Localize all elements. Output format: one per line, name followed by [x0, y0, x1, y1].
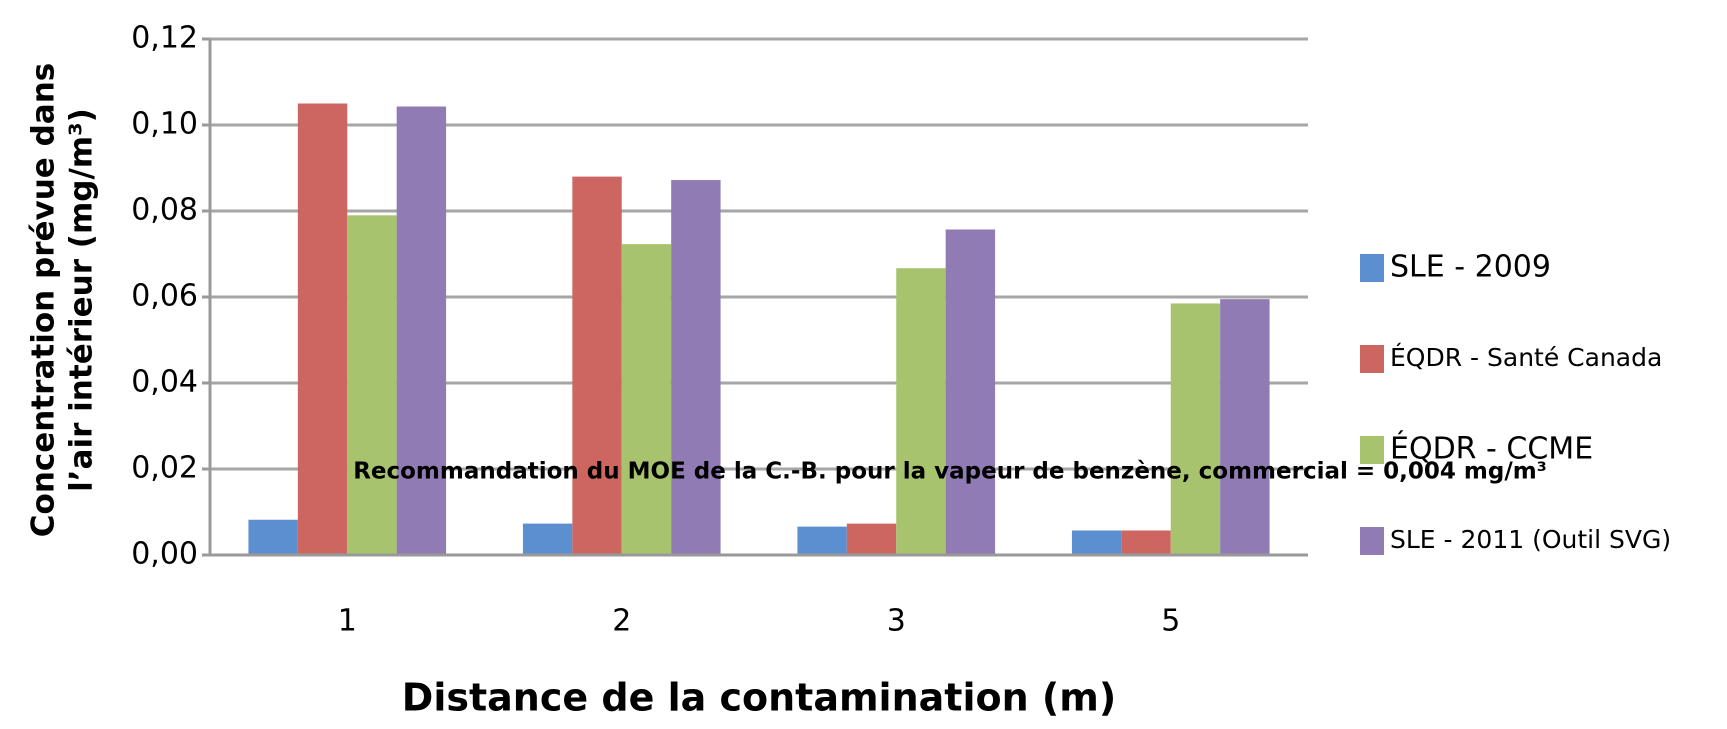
- bar: [572, 176, 622, 555]
- legend-swatch: [1360, 254, 1384, 282]
- bar: [671, 180, 721, 556]
- y-tick-label: 0,04: [131, 365, 198, 400]
- annotation: Recommandation du MOE de la C.-B. pour l…: [353, 459, 1547, 485]
- x-axis-title: Distance de la contamination (m): [402, 676, 1116, 720]
- y-tick-label: 0,02: [131, 451, 198, 486]
- bar: [621, 244, 672, 556]
- y-axis-title-line: Concentration prévue dans: [26, 63, 62, 537]
- bar: [797, 526, 847, 555]
- bar: [297, 103, 348, 555]
- legend-swatch: [1360, 345, 1384, 373]
- bar: [1121, 530, 1171, 555]
- x-tick-label: 5: [1161, 604, 1180, 639]
- y-axis-title: Concentration prévue dans l’air intérieu…: [26, 63, 100, 537]
- y-tick-label: 0,08: [131, 193, 198, 228]
- bar: [945, 229, 996, 556]
- bar: [522, 523, 573, 555]
- legend-label: ÉQDR - Santé Canada: [1390, 343, 1662, 372]
- bar: [1071, 530, 1122, 555]
- y-tick-label: 0,06: [131, 279, 198, 314]
- legend-label: SLE - 2009: [1390, 250, 1551, 285]
- bar: [396, 106, 447, 555]
- bar: [846, 523, 897, 555]
- legend-swatch: [1360, 436, 1384, 464]
- legend-label: SLE - 2011 (Outil SVG): [1390, 525, 1671, 554]
- y-tick-label: 0,00: [131, 537, 198, 572]
- y-axis-title-line: l’air intérieur (mg/m³): [64, 108, 100, 492]
- bar: [248, 519, 298, 555]
- bar: [1170, 303, 1221, 555]
- y-tick-label: 0,10: [131, 107, 198, 142]
- legend-swatch: [1360, 527, 1384, 555]
- x-tick-label: 3: [887, 604, 906, 639]
- legend-label: ÉQDR - CCME: [1390, 431, 1593, 467]
- x-tick-label: 1: [338, 604, 357, 639]
- y-tick-label: 0,12: [131, 21, 198, 56]
- bar: [896, 268, 946, 555]
- bar: [347, 215, 397, 556]
- x-tick-label: 2: [612, 604, 631, 639]
- bar: [1220, 299, 1270, 555]
